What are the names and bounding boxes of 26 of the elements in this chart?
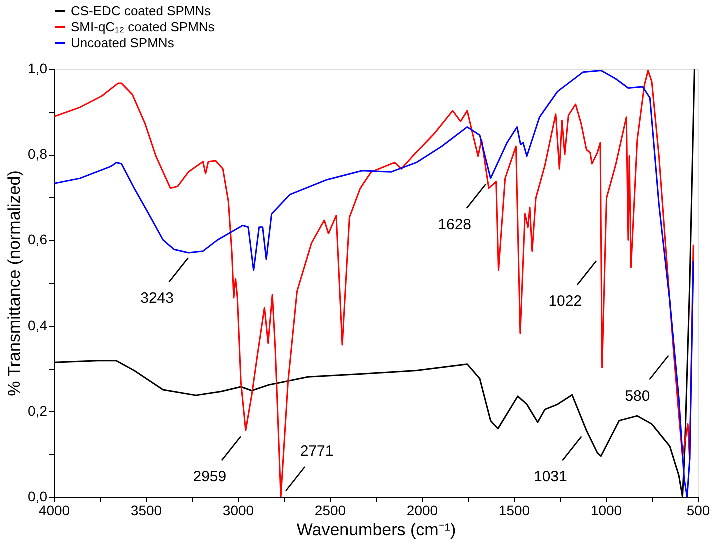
x-tick-label: 2500	[314, 502, 346, 518]
y-axis-title: % Transmittance (normalized)	[5, 170, 24, 396]
x-tick-label: 500	[686, 502, 710, 518]
y-tick-label: 0,2	[28, 402, 48, 419]
y-tick-label: 0,8	[28, 146, 48, 162]
annotation: 2771	[300, 443, 334, 460]
annotation: 1022	[548, 293, 582, 310]
x-tick-label: 2000	[406, 502, 438, 518]
legend-label: CS-EDC coated SPMNs	[71, 4, 212, 18]
x-axis-title: Wavenumbers (cm⁻¹)	[296, 520, 456, 540]
legend-label: Uncoated SPMNs	[71, 36, 175, 50]
annotation: 580	[625, 388, 650, 405]
annotation: 1628	[438, 216, 472, 234]
y-tick-label: 1,0	[28, 60, 48, 76]
y-tick-label: 0,4	[28, 317, 48, 334]
y-tick-label: 0,6	[28, 232, 48, 248]
annotation: 3243	[140, 290, 174, 308]
x-tick-label: 1000	[590, 502, 622, 518]
annotation: 1031	[534, 468, 568, 486]
x-tick-label: 4000	[38, 502, 70, 518]
x-tick-label: 1500	[498, 502, 530, 518]
legend-label: SMI-qC₁₂ coated SPMNs	[71, 20, 216, 34]
annotation: 2959	[193, 468, 227, 486]
y-tick-label: 0,0	[28, 488, 48, 504]
x-tick-label: 3500	[130, 502, 162, 518]
x-tick-label: 3000	[222, 502, 254, 518]
